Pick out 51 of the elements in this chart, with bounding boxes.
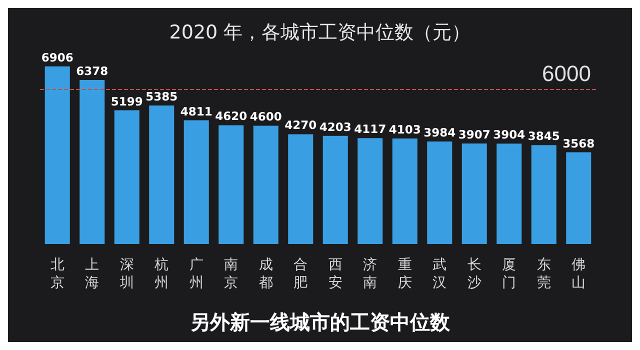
data-label: 3568 [562, 136, 595, 150]
x-tick-label: 东莞 [536, 257, 551, 291]
bar [44, 66, 70, 244]
bar [566, 152, 592, 244]
data-label: 5199 [110, 94, 143, 108]
x-tick-label: 长沙 [467, 257, 482, 291]
x-tick-label: 上海 [85, 257, 100, 291]
bar [253, 126, 278, 244]
x-tick-label: 西安 [328, 257, 342, 291]
bar [358, 138, 383, 244]
data-label: 4103 [388, 122, 421, 136]
bar [392, 138, 418, 244]
bar [149, 106, 174, 244]
data-label: 4620 [215, 109, 248, 124]
x-tick-label: 成都 [258, 257, 273, 291]
bar [322, 136, 348, 244]
text: 另外新一线城市的工资中位数 [190, 310, 451, 334]
x-tick-label: 重庆 [398, 257, 412, 291]
data-label: 6906 [41, 50, 74, 64]
data-label: 4600 [250, 110, 282, 124]
x-tick-label: 北京 [50, 257, 64, 291]
x-tick-label: 佛山 [572, 257, 586, 291]
data-label: 4270 [284, 118, 317, 132]
x-tick-label: 南京 [224, 257, 238, 291]
bar [288, 134, 314, 244]
bar [496, 144, 522, 244]
x-tick-label: 厦门 [502, 257, 516, 291]
data-label: 3845 [528, 129, 560, 144]
bar [462, 144, 487, 244]
x-tick-label: 深圳 [118, 257, 134, 291]
x-tick-label: 广州 [189, 257, 204, 291]
data-label: 3984 [424, 126, 456, 140]
data-label: 4117 [354, 122, 386, 136]
data-label: 3904 [493, 128, 526, 142]
bar [114, 110, 140, 244]
bar [531, 145, 556, 244]
bar [80, 80, 105, 244]
bar [218, 125, 244, 244]
bar [184, 120, 209, 244]
x-tick-label: 杭州 [154, 257, 169, 291]
data-label: 4203 [319, 120, 352, 134]
chart-title: 2020 年，各城市工资中位数（元） [169, 22, 471, 44]
bar [427, 142, 452, 244]
x-tick-label: 武汉 [432, 257, 447, 291]
data-label: 5385 [146, 90, 178, 104]
data-label: 3907 [458, 128, 490, 142]
data-label: 4811 [180, 104, 212, 118]
x-tick-label: 济南 [363, 257, 378, 291]
ref-line-label: 6000 [542, 61, 591, 86]
data-label: 6378 [76, 64, 108, 78]
x-tick-label: 合肥 [294, 257, 308, 291]
